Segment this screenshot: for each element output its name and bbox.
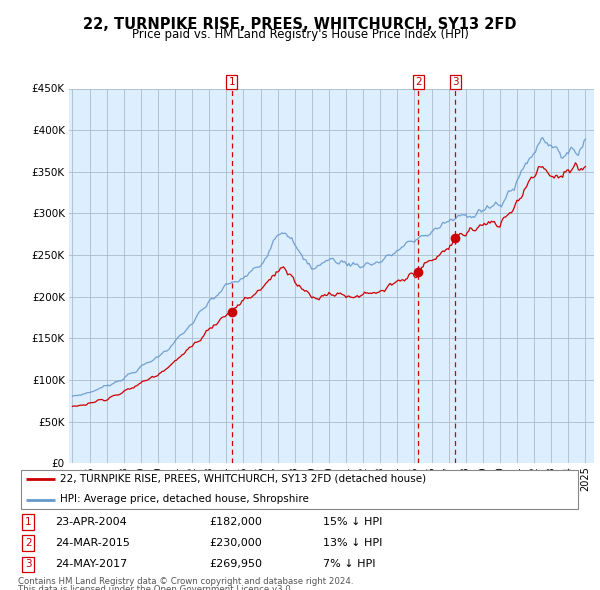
Text: 1: 1 xyxy=(25,517,31,527)
Text: 24-MAR-2015: 24-MAR-2015 xyxy=(55,539,130,548)
Text: HPI: Average price, detached house, Shropshire: HPI: Average price, detached house, Shro… xyxy=(60,494,309,504)
Text: This data is licensed under the Open Government Licence v3.0.: This data is licensed under the Open Gov… xyxy=(18,585,293,590)
Text: 3: 3 xyxy=(452,77,458,87)
Text: 24-MAY-2017: 24-MAY-2017 xyxy=(55,559,127,569)
Text: 1: 1 xyxy=(229,77,235,87)
Text: £182,000: £182,000 xyxy=(210,517,263,527)
Text: £269,950: £269,950 xyxy=(210,559,263,569)
Text: 2: 2 xyxy=(25,539,31,548)
Text: 23-APR-2004: 23-APR-2004 xyxy=(55,517,127,527)
Text: 2: 2 xyxy=(415,77,422,87)
Text: 15% ↓ HPI: 15% ↓ HPI xyxy=(323,517,382,527)
Text: Price paid vs. HM Land Registry's House Price Index (HPI): Price paid vs. HM Land Registry's House … xyxy=(131,28,469,41)
Text: 7% ↓ HPI: 7% ↓ HPI xyxy=(323,559,375,569)
Text: Contains HM Land Registry data © Crown copyright and database right 2024.: Contains HM Land Registry data © Crown c… xyxy=(18,577,353,586)
FancyBboxPatch shape xyxy=(21,470,578,509)
Text: 22, TURNPIKE RISE, PREES, WHITCHURCH, SY13 2FD (detached house): 22, TURNPIKE RISE, PREES, WHITCHURCH, SY… xyxy=(60,474,427,484)
Text: 13% ↓ HPI: 13% ↓ HPI xyxy=(323,539,382,548)
Text: 3: 3 xyxy=(25,559,31,569)
Text: £230,000: £230,000 xyxy=(210,539,263,548)
Text: 22, TURNPIKE RISE, PREES, WHITCHURCH, SY13 2FD: 22, TURNPIKE RISE, PREES, WHITCHURCH, SY… xyxy=(83,17,517,31)
